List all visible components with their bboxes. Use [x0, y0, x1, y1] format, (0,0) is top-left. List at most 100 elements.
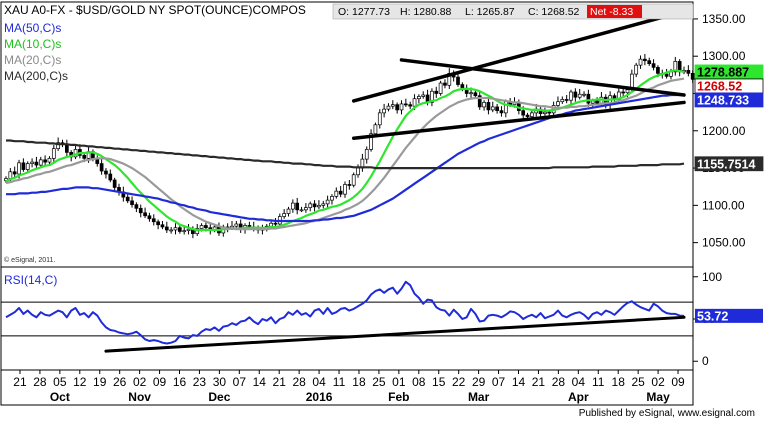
candle-body: [543, 111, 547, 114]
x-month-label: 2016: [306, 390, 333, 404]
candle-body: [560, 99, 565, 103]
x-day-label: 09: [671, 375, 685, 389]
candle-body: [147, 215, 152, 220]
price-ytick-label: 1100.00: [702, 198, 745, 212]
x-day-label: 12: [73, 375, 87, 389]
candle-body: [177, 227, 182, 232]
x-day-label: 21: [273, 375, 287, 389]
candle-body: [395, 104, 400, 111]
candle-body: [569, 91, 573, 101]
close-value: C: 1268.52: [528, 6, 580, 18]
candle-body: [290, 202, 295, 210]
rsi-ytick-label: 0: [702, 354, 709, 368]
candle-body: [482, 102, 486, 108]
candle-body: [438, 82, 443, 94]
candle-body: [434, 90, 439, 94]
candle-body: [408, 104, 413, 107]
rsi-title: RSI(14,C): [4, 273, 57, 287]
candle-body: [308, 203, 313, 208]
candle-body: [338, 190, 343, 195]
candle-body: [286, 208, 291, 214]
x-day-label: 07: [492, 375, 506, 389]
candle-body: [169, 229, 174, 232]
ma-line-3: [6, 139, 685, 170]
x-day-label: 23: [193, 375, 207, 389]
candle-body: [530, 112, 534, 117]
candle-body: [469, 92, 473, 95]
candle-body: [643, 58, 647, 62]
candle-body: [638, 58, 643, 66]
candle-body: [104, 170, 108, 175]
candle-body: [390, 104, 395, 107]
x-day-label: 04: [572, 375, 586, 389]
candle-body: [477, 95, 482, 108]
candle-body: [347, 184, 352, 186]
candle-body: [321, 203, 326, 206]
x-month-label: Mar: [468, 390, 490, 404]
candle-body: [312, 203, 317, 208]
candle-body: [634, 64, 639, 75]
x-day-label: 22: [452, 375, 466, 389]
candle-body: [486, 102, 491, 111]
candle-body: [130, 200, 134, 205]
ma-line-1: [5, 77, 685, 231]
candle-body: [525, 114, 530, 117]
rsi-panel-frame: [0, 266, 694, 371]
candle-body: [47, 158, 52, 163]
candle-body: [304, 207, 308, 211]
candle-body: [399, 103, 404, 111]
price-ytick-label: 1300.00: [702, 49, 746, 63]
candle-body: [664, 73, 669, 77]
rsi-tag-text: 53.72: [697, 309, 728, 323]
x-day-label: 21: [13, 375, 27, 389]
candle-body: [564, 99, 569, 101]
candle-body: [38, 159, 43, 166]
candle-body: [430, 90, 434, 103]
rsi-trendline-0: [104, 315, 686, 353]
candle-body: [56, 142, 61, 150]
legend-ma200: MA(200,C)s: [4, 69, 68, 83]
candle-body: [647, 60, 652, 65]
candle-body: [490, 106, 495, 111]
candle-body: [173, 227, 178, 231]
candle-body: [330, 196, 334, 201]
x-day-label: 15: [432, 375, 446, 389]
candle-body: [651, 63, 656, 68]
x-day-label: 14: [512, 375, 526, 389]
x-day-label: 01: [392, 375, 406, 389]
candle-body: [595, 100, 599, 104]
open-value: O: 1277.73: [338, 6, 390, 18]
candle-body: [295, 202, 300, 211]
x-day-label: 18: [352, 375, 366, 389]
candle-body: [586, 93, 591, 104]
candle-body: [8, 171, 13, 179]
candle-body: [556, 101, 560, 106]
candle-body: [30, 161, 34, 164]
x-day-label: 14: [253, 375, 267, 389]
x-day-label: 28: [552, 375, 566, 389]
footer-credit: Published by eSignal, www.esignal.com: [579, 408, 755, 419]
price-tag-box: [694, 156, 764, 172]
candle-body: [690, 73, 695, 80]
candle-body: [234, 223, 239, 227]
candle-body: [299, 209, 304, 212]
x-day-label: 05: [53, 375, 67, 389]
candle-body: [108, 173, 113, 181]
candle-body: [25, 163, 30, 170]
candle-body: [34, 161, 39, 166]
x-day-label: 08: [412, 375, 426, 389]
candle-body: [156, 221, 160, 226]
high-value: H: 1280.88: [400, 6, 452, 18]
rsi-line: [5, 280, 685, 345]
candle-body: [112, 179, 117, 188]
copyright-note: © eSignal, 2011.: [4, 256, 55, 264]
rsi-ytick-label: 100: [702, 270, 722, 284]
x-day-label: 19: [93, 375, 107, 389]
candle-body: [443, 82, 447, 86]
x-day-label: 04: [312, 375, 326, 389]
candle-body: [460, 84, 465, 89]
price-panel-frame: [0, 1, 694, 268]
candle-body: [547, 111, 552, 114]
x-day-label: 16: [173, 375, 187, 389]
